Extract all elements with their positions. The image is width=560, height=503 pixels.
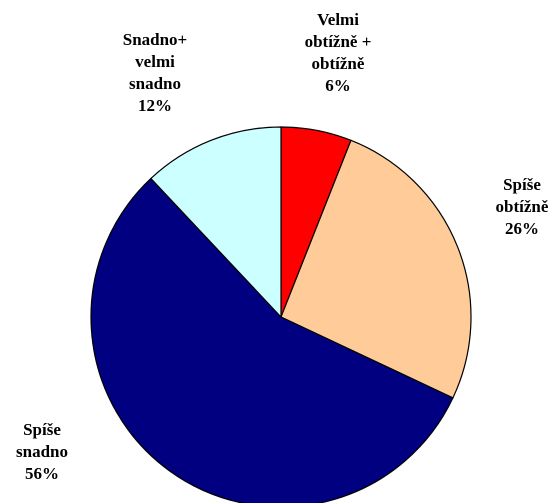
label-line: obtížně + [305, 32, 372, 51]
value-label: 6% [325, 76, 351, 95]
label-line: obtížně [496, 197, 549, 216]
value-label: 12% [138, 96, 172, 115]
label-line: velmi [135, 52, 175, 71]
label-line: Velmi [317, 10, 359, 29]
label-line: Spíše [23, 420, 61, 439]
slice-label: Velmi obtížně + obtížně [305, 10, 372, 73]
value-label: 26% [505, 219, 539, 238]
slice-label: Spíše obtížně [496, 175, 549, 216]
pie-slice [90, 177, 454, 503]
label-line: snadno [16, 442, 68, 461]
label-line: snadno [129, 74, 181, 93]
slice-label: Snadno+ velmi snadno [123, 30, 188, 93]
label-line: Spíše [503, 175, 541, 194]
pie-slice [150, 126, 282, 319]
slice-label: Spíše snadno [16, 420, 68, 461]
label-line: obtížně [312, 54, 365, 73]
pie-slice [280, 139, 472, 399]
label-line: Snadno+ [123, 30, 188, 49]
value-label: 56% [25, 464, 59, 483]
